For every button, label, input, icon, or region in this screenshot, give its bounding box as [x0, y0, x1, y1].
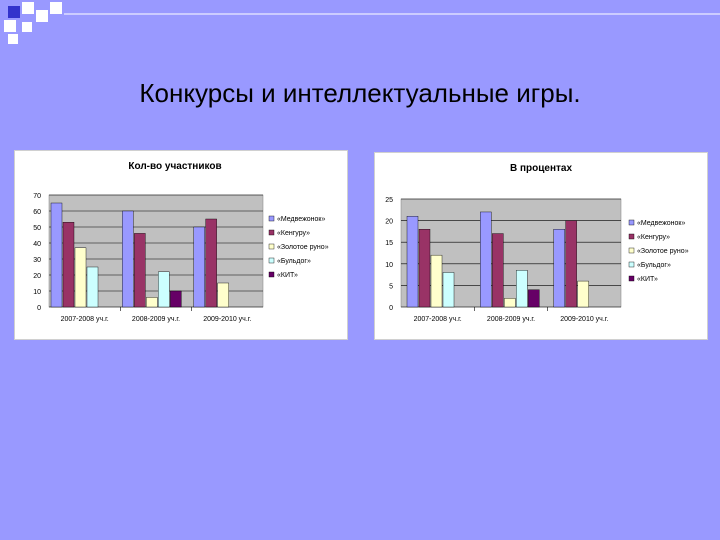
- y-tick-label: 5: [389, 283, 393, 290]
- bar: [430, 254, 443, 308]
- bar: [442, 272, 455, 308]
- deco-square: [8, 6, 20, 18]
- legend-label: «КИТ»: [277, 272, 298, 279]
- legend-swatch: [268, 271, 275, 278]
- bar: [146, 297, 158, 308]
- bar: [504, 298, 516, 308]
- bar: [217, 282, 229, 308]
- bar: [170, 290, 182, 308]
- bar: [86, 266, 99, 308]
- y-tick-label: 15: [385, 240, 393, 247]
- legend-swatch: [268, 215, 275, 222]
- legend-swatch: [628, 261, 635, 268]
- bar: [205, 218, 217, 308]
- legend-swatch: [268, 229, 275, 236]
- deco-square: [22, 2, 34, 14]
- y-tick-label: 50: [33, 225, 41, 232]
- legend-swatch: [628, 219, 635, 226]
- y-tick-label: 10: [385, 262, 393, 269]
- bar: [50, 202, 63, 308]
- y-tick-label: 70: [33, 193, 41, 200]
- legend-label: «Медвежонок»: [637, 220, 685, 227]
- bar: [577, 280, 589, 308]
- y-tick-label: 40: [33, 241, 41, 248]
- legend-swatch: [628, 233, 635, 240]
- x-tick-label: 2009-2010 уч.г.: [560, 316, 608, 323]
- bar: [193, 226, 205, 308]
- y-tick-label: 10: [33, 289, 41, 296]
- slide-title: Конкурсы и интеллектуальные игры.: [139, 78, 581, 108]
- bar: [516, 270, 528, 308]
- deco-square: [36, 10, 48, 22]
- chart-percent: В процентах 0 5 10 15 20 25 2007-2008 уч.г. 2008…: [385, 163, 689, 323]
- deco-square: [4, 20, 16, 32]
- bar: [158, 271, 170, 308]
- decorative-squares: [4, 2, 720, 44]
- bar: [528, 289, 540, 308]
- y-tick-label: 20: [33, 273, 41, 280]
- chart-panel-participants: Кол-во участников 0 10 20 30 40 50 60 70 2007-200…: [14, 150, 348, 340]
- chart-panel-percent: В процентах 0 5 10 15 20 25 2007-2008 уч.г. 2008…: [374, 152, 708, 340]
- bar: [134, 233, 146, 308]
- deco-square: [22, 22, 32, 32]
- bar: [480, 211, 492, 308]
- y-tick-label: 30: [33, 257, 41, 264]
- x-tick-label: 2008-2009 уч.г.: [487, 316, 535, 323]
- chart-participants: Кол-во участников 0 10 20 30 40 50 60 70 2007-200…: [33, 161, 329, 323]
- bar: [122, 210, 134, 308]
- bar: [74, 247, 87, 308]
- bar: [418, 229, 431, 308]
- y-tick-label: 20: [385, 219, 393, 226]
- chart-title: В процентах: [510, 163, 572, 174]
- y-tick-label: 0: [37, 305, 41, 312]
- legend-swatch: [268, 257, 275, 264]
- deco-square: [8, 34, 18, 44]
- legend-label: «Бульдог»: [277, 258, 311, 265]
- x-tick-label: 2007-2008 уч.г.: [61, 316, 109, 323]
- legend-label: «Золотое руно»: [277, 244, 329, 251]
- legend-label: «Кенгуру»: [277, 230, 310, 237]
- legend-swatch: [628, 275, 635, 282]
- bar: [492, 233, 504, 308]
- bar: [406, 216, 419, 308]
- legend-label: «Медвежонок»: [277, 216, 325, 223]
- y-tick-label: 25: [385, 197, 393, 204]
- x-tick-label: 2008-2009 уч.г.: [132, 316, 180, 323]
- bar: [553, 229, 565, 308]
- y-tick-label: 60: [33, 209, 41, 216]
- legend-swatch: [268, 243, 275, 250]
- x-tick-label: 2007-2008 уч.г.: [414, 316, 462, 323]
- chart-title: Кол-во участников: [128, 161, 221, 172]
- legend-label: «КИТ»: [637, 276, 658, 283]
- deco-square: [50, 2, 62, 14]
- legend-label: «Бульдог»: [637, 262, 671, 269]
- y-tick-label: 0: [389, 305, 393, 312]
- x-tick-label: 2009-2010 уч.г.: [203, 316, 251, 323]
- bar: [565, 220, 577, 308]
- legend-label: «Золотое руно»: [637, 248, 689, 255]
- legend-swatch: [628, 247, 635, 254]
- bar: [62, 221, 75, 308]
- legend-label: «Кенгуру»: [637, 234, 670, 241]
